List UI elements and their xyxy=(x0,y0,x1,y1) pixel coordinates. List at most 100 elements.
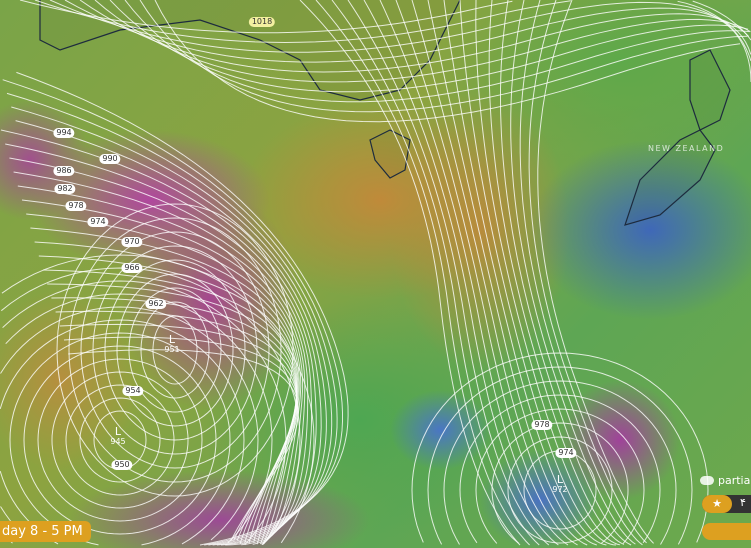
isobar-line xyxy=(93,410,147,470)
isobar-line xyxy=(427,0,597,546)
play-bar[interactable] xyxy=(702,523,751,540)
low-value: 951 xyxy=(164,345,180,354)
low-value: 972 xyxy=(552,485,568,494)
region-label: NEW ZEALAND xyxy=(648,144,725,153)
isobar-line xyxy=(488,0,625,545)
low-symbol: L xyxy=(114,425,122,438)
isobar-line xyxy=(528,0,647,544)
isobar-line xyxy=(5,293,273,441)
isobar-line xyxy=(411,0,588,546)
isobar-label: 978 xyxy=(65,201,87,211)
isobar-line xyxy=(331,0,540,546)
isobar-line xyxy=(139,0,748,113)
isobar-line xyxy=(68,349,299,541)
isobar-line xyxy=(26,213,302,545)
isobar-line xyxy=(642,489,661,544)
isobar-line xyxy=(34,0,571,44)
isobar-line xyxy=(2,79,343,546)
isobar-line xyxy=(79,397,161,483)
isobar-line xyxy=(104,259,246,441)
isobar-line xyxy=(427,366,693,545)
isobar-line xyxy=(519,0,643,546)
low-pressure-marker: L 951 xyxy=(164,333,180,355)
isobar-line xyxy=(475,0,621,546)
isobar-line xyxy=(475,408,645,544)
isobar-line xyxy=(9,157,313,546)
isobar-line xyxy=(660,489,677,545)
isobar-label: 966 xyxy=(121,263,143,273)
isobar-line xyxy=(491,422,629,544)
isobar-line xyxy=(677,489,693,545)
isobar-line xyxy=(459,0,617,546)
isobar-line xyxy=(19,0,513,34)
isobar-label: 978 xyxy=(531,420,553,430)
partial-toggle[interactable]: partial xyxy=(700,474,751,487)
favorite-button[interactable]: ★ ۴ xyxy=(702,495,751,513)
isobar-label: 954 xyxy=(122,386,144,396)
isobar-line xyxy=(141,439,231,546)
isobar-line xyxy=(315,0,530,546)
isobar-label: 974 xyxy=(87,217,109,227)
isobar-label: 986 xyxy=(53,166,75,176)
low-pressure-marker: L 945 xyxy=(110,425,125,447)
isobar-line xyxy=(523,450,597,530)
isobar-line xyxy=(1,254,315,441)
isobar-line xyxy=(500,0,632,546)
isobar-line xyxy=(65,384,175,496)
land-outlines xyxy=(39,0,731,226)
isobar-line xyxy=(280,439,315,544)
isobar-line xyxy=(21,199,304,546)
isobar-line xyxy=(210,439,259,541)
isobar-line xyxy=(227,439,273,544)
isobar-line xyxy=(0,306,259,441)
isobar-label: 994 xyxy=(53,128,75,138)
isobar-label: 962 xyxy=(145,299,167,309)
isobar-line xyxy=(64,0,751,63)
isobar-line xyxy=(94,0,751,83)
toggle-switch-icon[interactable] xyxy=(700,476,714,485)
isobar-line xyxy=(56,203,294,497)
isobar-line xyxy=(51,371,189,509)
isobar-line xyxy=(395,0,578,546)
isobar-line xyxy=(17,185,306,545)
low-symbol: L xyxy=(168,333,176,346)
isobar-line xyxy=(34,241,299,544)
isobar-line xyxy=(411,352,709,543)
isobar-label: 950 xyxy=(111,460,133,470)
isobar-label: 982 xyxy=(54,184,76,194)
isobar-line xyxy=(124,0,750,103)
isobar-line xyxy=(92,245,258,455)
isobar-line xyxy=(47,283,298,544)
isobar-line xyxy=(443,0,607,546)
isobar-line xyxy=(379,0,569,546)
isobar-label: 974 xyxy=(555,448,577,458)
isobar-line xyxy=(38,255,298,545)
isobar-line xyxy=(154,0,741,123)
toggle-label: partial xyxy=(718,474,751,487)
isobar-line xyxy=(622,489,645,544)
isobar-line xyxy=(299,0,521,546)
isobar-line xyxy=(363,0,559,546)
isobar-line xyxy=(55,310,298,545)
star-icon: ★ xyxy=(702,495,732,513)
isobar-line xyxy=(459,394,661,544)
low-pressure-marker: L 972 xyxy=(552,474,568,495)
favorite-text: ۴ xyxy=(740,496,746,509)
isobar-line xyxy=(37,358,203,522)
timeline-time-badge[interactable]: day 8 - 5 PM xyxy=(0,521,91,542)
isobar-line xyxy=(2,280,287,441)
isobar-line xyxy=(30,227,300,546)
isobar-label: 970 xyxy=(121,237,143,247)
isobar-line xyxy=(116,273,234,427)
isobar-line xyxy=(51,297,298,544)
isobar-line xyxy=(0,319,245,441)
isobar-line xyxy=(537,0,654,544)
isobar-line xyxy=(23,345,217,535)
isobar-line xyxy=(79,0,750,73)
isobar-label: 1018 xyxy=(248,17,276,27)
isobar-line xyxy=(510,0,636,545)
isobar-line xyxy=(347,0,550,546)
